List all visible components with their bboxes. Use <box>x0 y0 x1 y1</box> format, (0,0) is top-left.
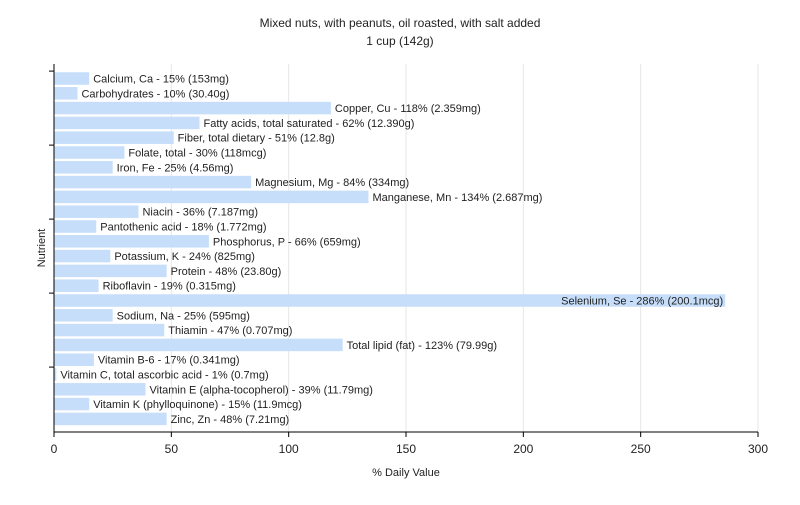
y-axis-label: Nutrient <box>36 229 48 268</box>
bar-8 <box>54 190 369 204</box>
x-tick-label-2: 100 <box>279 442 299 456</box>
bar-label-1: Carbohydrates - 10% (30.40g) <box>81 88 229 100</box>
x-tick-label-4: 200 <box>513 442 533 456</box>
bar-6 <box>54 161 113 174</box>
bar-label-2: Copper, Cu - 118% (2.359mg) <box>335 103 481 115</box>
bar-label-6: Iron, Fe - 25% (4.56mg) <box>117 162 234 174</box>
bar-18 <box>54 338 343 352</box>
bar-5 <box>54 146 125 159</box>
x-axis-label: % Daily Value <box>372 467 440 479</box>
bar-label-16: Sodium, Na - 25% (595mg) <box>117 310 250 322</box>
bar-15 <box>54 294 726 307</box>
bar-label-11: Phosphorus, P - 66% (659mg) <box>213 236 361 248</box>
bar-label-20: Vitamin C, total ascorbic acid - 1% (0.7… <box>60 370 268 382</box>
bar-16 <box>54 309 113 322</box>
bar-label-12: Potassium, K - 24% (825mg) <box>114 251 255 263</box>
x-tick-label-5: 250 <box>631 442 651 456</box>
bar-9 <box>54 205 139 218</box>
bar-10 <box>54 220 97 233</box>
bar-label-19: Vitamin B-6 - 17% (0.341mg) <box>98 355 240 367</box>
bar-21 <box>54 383 146 396</box>
bar-label-15: Selenium, Se - 286% (200.1mcg) <box>561 296 723 308</box>
bar-label-13: Protein - 48% (23.80g) <box>171 266 282 278</box>
bar-label-21: Vitamin E (alpha-tocopherol) - 39% (11.7… <box>150 384 373 396</box>
bar-label-10: Pantothenic acid - 18% (1.772mg) <box>100 222 266 234</box>
chart-title: Mixed nuts, with peanuts, oil roasted, w… <box>260 16 541 30</box>
bar-14 <box>54 279 99 292</box>
bar-2 <box>54 101 331 115</box>
bar-label-23: Zinc, Zn - 48% (7.21mg) <box>171 414 290 426</box>
bar-23 <box>54 412 167 426</box>
bar-3 <box>54 116 200 130</box>
bar-13 <box>54 264 167 278</box>
bar-label-0: Calcium, Ca - 15% (153mg) <box>93 74 229 86</box>
bar-19 <box>54 353 94 366</box>
bar-label-17: Thiamin - 47% (0.707mg) <box>168 325 292 337</box>
x-tick-label-3: 150 <box>396 442 416 456</box>
bar-label-22: Vitamin K (phylloquinone) - 15% (11.9mcg… <box>93 399 302 411</box>
bar-label-4: Fiber, total dietary - 51% (12.8g) <box>178 133 335 145</box>
bar-11 <box>54 235 209 248</box>
bar-22 <box>54 397 90 411</box>
bar-17 <box>54 323 165 337</box>
bar-7 <box>54 175 252 189</box>
bar-1 <box>54 87 78 100</box>
bar-label-5: Folate, total - 30% (118mcg) <box>128 148 266 160</box>
bar-12 <box>54 249 111 263</box>
bar-label-7: Magnesium, Mg - 84% (334mg) <box>255 177 409 189</box>
bar-4 <box>54 131 174 144</box>
bar-label-3: Fatty acids, total saturated - 62% (12.3… <box>203 118 414 130</box>
x-tick-label-6: 300 <box>748 442 768 456</box>
axes: 0 50 100 150 200 250 300 <box>49 64 768 456</box>
bar-0 <box>54 72 90 85</box>
chart-subtitle: 1 cup (142g) <box>366 34 433 48</box>
bar-label-9: Niacin - 36% (7.187mg) <box>142 207 258 219</box>
bar-label-8: Manganese, Mn - 134% (2.687mg) <box>372 192 542 204</box>
bar-label-18: Total lipid (fat) - 123% (79.99g) <box>347 340 497 352</box>
bar-20 <box>54 368 57 381</box>
x-tick-label-1: 50 <box>165 442 179 456</box>
grid-lines <box>170 64 759 432</box>
bar-label-14: Riboflavin - 19% (0.315mg) <box>103 281 236 293</box>
x-tick-label-0: 0 <box>51 442 58 456</box>
bars: Calcium, Ca - 15% (153mg) Carbohydrates -… <box>54 72 726 426</box>
